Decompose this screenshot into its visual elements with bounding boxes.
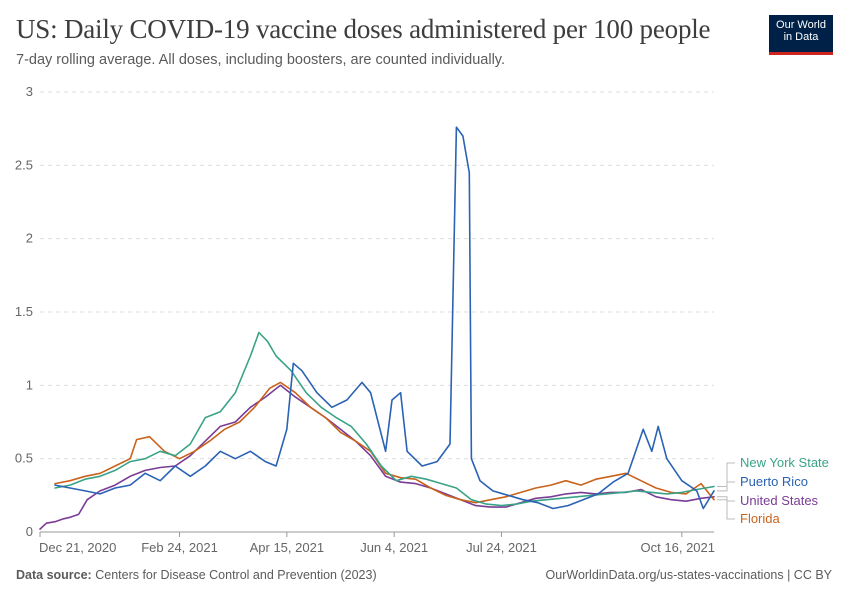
x-tick-label: Apr 15, 2021 (250, 540, 324, 555)
x-axis: Dec 21, 2020 Feb 24, 2021 Apr 15, 2021 Jun … (39, 532, 715, 555)
x-tick-label: Dec 21, 2020 (39, 540, 116, 555)
series-line-new-york-state (54, 331, 715, 507)
logo-line-2: in Data (783, 31, 819, 43)
logo-line-1: Our World (776, 19, 826, 31)
y-tick-label: 2.5 (15, 157, 33, 172)
x-tick-label: Oct 16, 2021 (641, 540, 715, 555)
chart-subtitle: 7-day rolling average. All doses, includ… (16, 52, 505, 68)
x-tick-label: Feb 24, 2021 (141, 540, 218, 555)
series-line-united-states (39, 384, 715, 530)
gridlines (40, 91, 714, 533)
legend-connector (717, 496, 735, 502)
owid-logo[interactable]: Our World in Data (769, 15, 833, 55)
source-label: Data source: (16, 568, 92, 582)
y-axis: 0 0.5 1 1.5 2 2.5 3 (15, 84, 33, 539)
y-tick-label: 2 (26, 231, 33, 246)
y-tick-label: 1 (26, 377, 33, 392)
legend-connector (717, 462, 735, 488)
data-source: Data source: Centers for Disease Control… (16, 568, 377, 582)
source-link[interactable]: OurWorldinData.org/us-states-vaccination… (545, 568, 832, 582)
legend-label-united-states: United States (740, 493, 819, 508)
chart-title: US: Daily COVID-19 vaccine doses adminis… (16, 14, 711, 44)
legend-label-new-york-state: New York State (740, 455, 829, 470)
legend-label-florida: Florida (740, 511, 781, 526)
legend-connector (717, 481, 735, 492)
y-tick-label: 0.5 (15, 451, 33, 466)
x-tick-label: Jul 24, 2021 (466, 540, 537, 555)
series-lines (39, 126, 715, 530)
source-text: Centers for Disease Control and Preventi… (95, 568, 377, 582)
legend-connector (717, 499, 735, 520)
legend-label-puerto-rico: Puerto Rico (740, 474, 808, 489)
y-tick-label: 0 (26, 524, 33, 539)
line-chart: 0 0.5 1 1.5 2 2.5 3 Dec 21, 2020 Feb 24, 2021 Ap… (15, 84, 829, 555)
y-tick-label: 3 (26, 84, 33, 99)
series-line-puerto-rico (54, 126, 715, 510)
legend: New York State Puerto Rico United States Fl… (717, 455, 829, 526)
series-line-florida (54, 381, 715, 504)
x-tick-label: Jun 4, 2021 (360, 540, 428, 555)
y-tick-label: 1.5 (15, 304, 33, 319)
